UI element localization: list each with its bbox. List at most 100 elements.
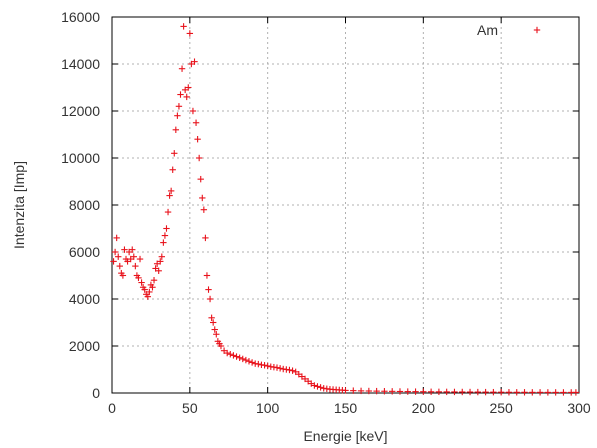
data-point [146, 288, 153, 296]
data-point [552, 389, 559, 396]
data-point [171, 150, 178, 157]
data-point [560, 389, 567, 396]
data-point [261, 362, 268, 369]
data-point [451, 388, 458, 396]
data-point [213, 331, 220, 338]
data-point [144, 293, 152, 300]
data-point [129, 246, 136, 253]
data-point [273, 364, 281, 371]
data-point [264, 362, 271, 370]
data-point [169, 166, 176, 173]
x-tick-label: 0 [108, 400, 116, 416]
data-point [513, 389, 520, 396]
data-point [497, 389, 505, 396]
y-tick-label: 6000 [69, 244, 100, 260]
y-axis-label: Intenzita [Imp] [11, 161, 27, 249]
data-point [206, 295, 214, 303]
data-point [183, 93, 190, 101]
data-point [167, 187, 175, 195]
data-point [365, 387, 373, 395]
data-point [233, 353, 240, 360]
data-point [202, 234, 209, 242]
y-tick-labels: 0 2000 4000 6000 8000 10000 12000 14000 16000 [61, 9, 100, 401]
data-point [192, 119, 200, 126]
data-point [286, 366, 293, 374]
data-point [342, 387, 349, 394]
data-point [396, 388, 404, 395]
data-point [239, 355, 246, 363]
data-point [427, 388, 435, 395]
data-point [177, 91, 184, 98]
data-point [191, 58, 198, 65]
x-tick-label: 100 [256, 400, 280, 416]
data-point [381, 388, 388, 395]
data-point [242, 356, 250, 364]
data-point [132, 262, 139, 270]
data-points [110, 23, 580, 396]
data-point [175, 103, 183, 110]
data-point [521, 389, 528, 396]
data-point [172, 126, 180, 133]
x-tick-label: 200 [412, 400, 436, 416]
data-point [248, 359, 256, 366]
data-point [255, 360, 262, 368]
data-point [203, 272, 211, 279]
data-point [160, 239, 167, 246]
data-point [205, 286, 212, 293]
data-point [116, 262, 123, 270]
data-point [217, 342, 225, 350]
data-point [412, 388, 419, 395]
data-point [110, 258, 117, 265]
data-point [350, 387, 357, 394]
legend: Am [477, 22, 541, 38]
legend-plus-marker [533, 26, 541, 34]
data-point [197, 175, 204, 183]
data-point [435, 388, 443, 396]
data-point [130, 253, 137, 260]
y-tick-label: 0 [92, 385, 100, 401]
data-point [174, 112, 181, 119]
data-point [314, 383, 321, 390]
data-point [141, 286, 148, 293]
grid-lines [112, 17, 579, 393]
data-point [209, 319, 217, 326]
data-point [230, 352, 237, 359]
y-tick-label: 4000 [69, 291, 100, 307]
data-point [150, 277, 158, 284]
x-tick-label: 300 [567, 400, 591, 416]
data-point [157, 258, 164, 265]
data-point [121, 246, 128, 253]
data-point [199, 194, 206, 202]
x-axis-label: Energie [keV] [303, 428, 387, 444]
x-tick-label: 50 [182, 400, 198, 416]
data-point [208, 314, 215, 321]
data-point [115, 253, 122, 260]
data-point [136, 255, 144, 263]
legend-marker-plus [533, 26, 541, 34]
data-point [490, 388, 497, 396]
data-point [161, 232, 169, 239]
y-tick-label: 2000 [69, 338, 100, 354]
data-point [276, 365, 284, 372]
data-point [311, 382, 318, 389]
data-point [189, 107, 197, 115]
data-point [178, 65, 186, 72]
data-point [211, 326, 218, 333]
data-point [373, 387, 380, 395]
data-point [227, 351, 234, 358]
data-point [158, 253, 166, 260]
data-point [223, 349, 231, 357]
data-point [186, 30, 194, 37]
data-point [404, 388, 411, 395]
data-point [155, 267, 162, 274]
data-point [459, 388, 466, 396]
data-point [443, 388, 450, 396]
x-tick-label: 250 [489, 400, 513, 416]
data-point [180, 23, 187, 30]
y-tick-label: 14000 [61, 56, 100, 72]
data-point [236, 354, 243, 361]
y-tick-label: 10000 [61, 150, 100, 166]
data-point [195, 154, 203, 162]
data-point [163, 225, 170, 232]
